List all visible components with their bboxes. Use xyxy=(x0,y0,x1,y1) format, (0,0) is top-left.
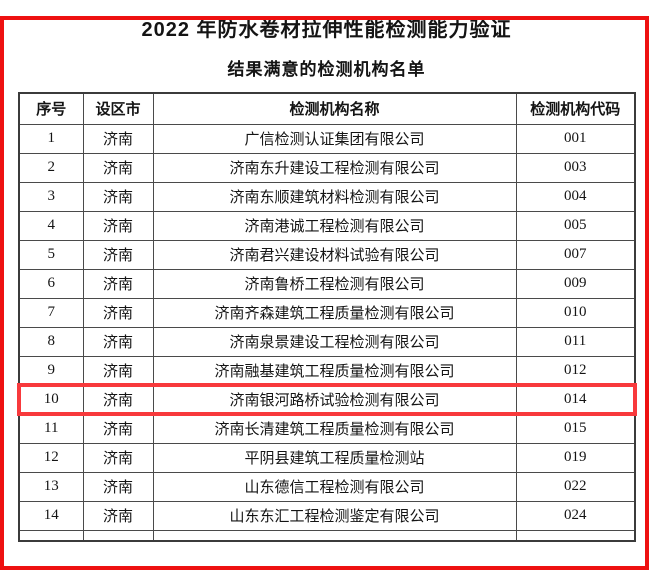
cell-no: 7 xyxy=(18,297,84,328)
cell-code: 019 xyxy=(515,442,636,473)
cell-no: 11 xyxy=(18,413,84,444)
cell-no: 5 xyxy=(18,239,84,270)
table-row: 5 济南 济南君兴建设材料试验有限公司 007 xyxy=(18,239,636,270)
cell-city: 济南 xyxy=(82,181,154,212)
cell-no: 14 xyxy=(18,500,84,531)
cell-no: 10 xyxy=(18,384,84,415)
cell-city: 济南 xyxy=(82,239,154,270)
table-row: 14 济南 山东东汇工程检测鉴定有限公司 024 xyxy=(18,500,636,531)
cell-city: 济南 xyxy=(82,442,154,473)
cell-city: 济南 xyxy=(82,384,154,415)
table-row: 12 济南 平阴县建筑工程质量检测站 019 xyxy=(18,442,636,473)
cell-code: 003 xyxy=(515,152,636,183)
table-row: 6 济南 济南鲁桥工程检测有限公司 009 xyxy=(18,268,636,299)
table-row: 1 济南 广信检测认证集团有限公司 001 xyxy=(18,123,636,154)
cell-code: 001 xyxy=(515,123,636,154)
cell-name: 平阴县建筑工程质量检测站 xyxy=(152,442,517,473)
table-row: 9 济南 济南融基建筑工程质量检测有限公司 012 xyxy=(18,355,636,386)
cell-city: 济南 xyxy=(82,326,154,357)
cell-code: 022 xyxy=(515,471,636,502)
cell-city: 济南 xyxy=(82,152,154,183)
cell-code: 011 xyxy=(515,326,636,357)
cell-no xyxy=(18,529,84,542)
header-row: 序号 设区市 检测机构名称 检测机构代码 xyxy=(18,92,636,125)
header-cell-name: 检测机构名称 xyxy=(152,92,517,125)
cell-name: 济南港诚工程检测有限公司 xyxy=(152,210,517,241)
cell-name: 济南银河路桥试验检测有限公司 xyxy=(152,384,517,415)
header-cell-city: 设区市 xyxy=(82,92,154,125)
header-cell-no: 序号 xyxy=(18,92,84,125)
cell-no: 2 xyxy=(18,152,84,183)
table-row: 11 济南 济南长清建筑工程质量检测有限公司 015 xyxy=(18,413,636,444)
cell-code: 015 xyxy=(515,413,636,444)
cell-city: 济南 xyxy=(82,413,154,444)
cell-code: 004 xyxy=(515,181,636,212)
cell-code: 012 xyxy=(515,355,636,386)
cell-city: 济南 xyxy=(82,355,154,386)
cell-no: 3 xyxy=(18,181,84,212)
document-title: 2022 年防水卷材拉伸性能检测能力验证 xyxy=(141,19,512,41)
table-header: 序号 设区市 检测机构名称 检测机构代码 xyxy=(18,92,636,125)
cell-city: 济南 xyxy=(82,123,154,154)
cell-no: 1 xyxy=(18,123,84,154)
cell-no: 8 xyxy=(18,326,84,357)
cell-code: 009 xyxy=(515,268,636,299)
cell-name: 济南齐森建筑工程质量检测有限公司 xyxy=(152,297,517,328)
table-row-highlighted: 10 济南 济南银河路桥试验检测有限公司 014 xyxy=(17,383,637,416)
institutions-table: 序号 设区市 检测机构名称 检测机构代码 1 济南 广信检测认证集团有限公司 001 2… xyxy=(17,92,637,542)
cell-city: 济南 xyxy=(82,210,154,241)
cell-city: 济南 xyxy=(82,500,154,531)
cell-name: 济南融基建筑工程质量检测有限公司 xyxy=(152,355,517,386)
cell-city xyxy=(82,529,154,542)
header-cell-code: 检测机构代码 xyxy=(515,92,636,125)
cell-city: 济南 xyxy=(82,297,154,328)
cell-name: 济南君兴建设材料试验有限公司 xyxy=(152,239,517,270)
cell-name: 济南东升建设工程检测有限公司 xyxy=(152,152,517,183)
table-row xyxy=(18,529,636,542)
partial-clipped-row xyxy=(18,529,636,542)
cell-code xyxy=(515,529,636,542)
cell-name: 济南鲁桥工程检测有限公司 xyxy=(152,268,517,299)
table-row: 3 济南 济南东顺建筑材料检测有限公司 004 xyxy=(18,181,636,212)
cell-no: 6 xyxy=(18,268,84,299)
cell-name: 济南东顺建筑材料检测有限公司 xyxy=(152,181,517,212)
table-row: 8 济南 济南泉景建设工程检测有限公司 011 xyxy=(18,326,636,357)
document-subtitle: 结果满意的检测机构名单 xyxy=(227,60,426,79)
cell-name: 山东德信工程检测有限公司 xyxy=(152,471,517,502)
cell-name xyxy=(152,529,517,542)
cell-code: 024 xyxy=(515,500,636,531)
table-row: 4 济南 济南港诚工程检测有限公司 005 xyxy=(18,210,636,241)
cell-no: 12 xyxy=(18,442,84,473)
cell-name: 广信检测认证集团有限公司 xyxy=(152,123,517,154)
cell-name: 山东东汇工程检测鉴定有限公司 xyxy=(152,500,517,531)
table-body: 1 济南 广信检测认证集团有限公司 001 2 济南 济南东升建设工程检测有限公司 003 3 济… xyxy=(17,123,637,531)
table-row: 2 济南 济南东升建设工程检测有限公司 003 xyxy=(18,152,636,183)
cell-no: 13 xyxy=(18,471,84,502)
cell-code: 005 xyxy=(515,210,636,241)
cell-name: 济南长清建筑工程质量检测有限公司 xyxy=(152,413,517,444)
cell-name: 济南泉景建设工程检测有限公司 xyxy=(152,326,517,357)
table-row: 7 济南 济南齐森建筑工程质量检测有限公司 010 xyxy=(18,297,636,328)
table-row: 13 济南 山东德信工程检测有限公司 022 xyxy=(18,471,636,502)
cell-code: 007 xyxy=(515,239,636,270)
cell-no: 4 xyxy=(18,210,84,241)
cell-city: 济南 xyxy=(82,471,154,502)
cell-code: 010 xyxy=(515,297,636,328)
cell-city: 济南 xyxy=(82,268,154,299)
cell-no: 9 xyxy=(18,355,84,386)
cell-code: 014 xyxy=(515,384,636,415)
